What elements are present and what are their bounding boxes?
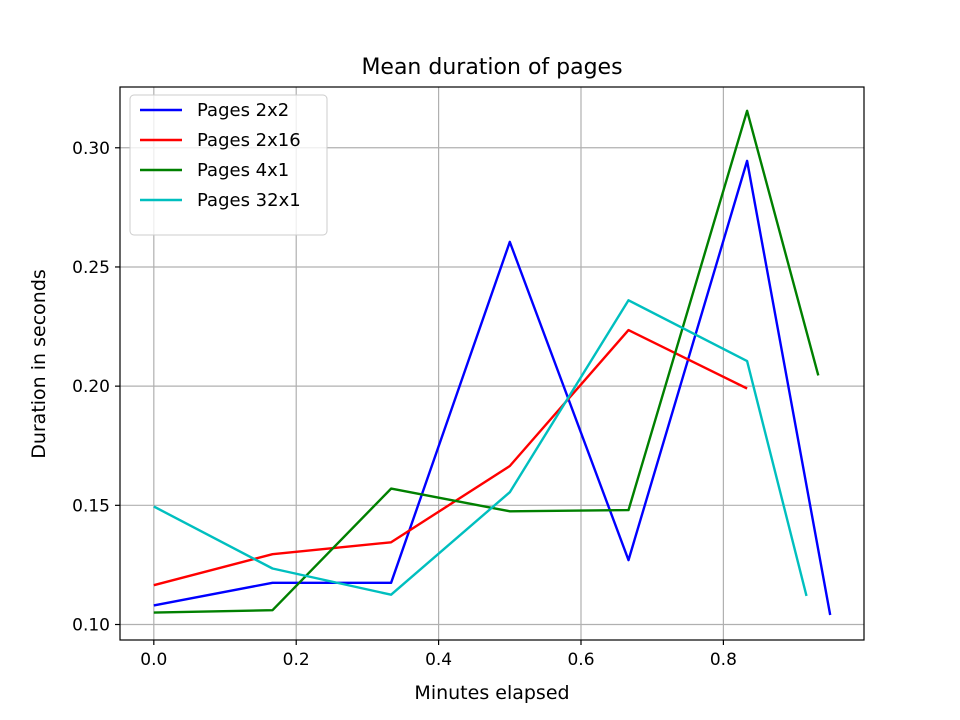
y-tick-label: 0.10 (72, 616, 110, 636)
y-tick-label: 0.20 (72, 377, 110, 397)
legend-label: Pages 2x2 (197, 100, 289, 121)
x-tick-label: 0.0 (140, 650, 167, 670)
series-line (153, 109, 820, 614)
series-lines (153, 109, 832, 616)
x-tick-label: 0.6 (567, 650, 594, 670)
x-tick-label: 0.8 (710, 650, 737, 670)
legend-label: Pages 4x1 (197, 160, 289, 181)
series-line (153, 299, 808, 597)
grid-lines (120, 87, 864, 640)
chart-title: Mean duration of pages (361, 55, 622, 80)
legend-label: Pages 32x1 (197, 190, 301, 211)
y-axis-label: Duration in seconds (28, 269, 50, 459)
y-tick-label: 0.25 (72, 258, 110, 278)
legend-label: Pages 2x16 (197, 130, 301, 151)
y-tick-label: 0.30 (72, 139, 110, 159)
plot-frame (119, 86, 865, 641)
x-axis-label: Minutes elapsed (414, 682, 569, 704)
y-tick-label: 0.15 (72, 496, 110, 516)
x-tick-label: 0.2 (283, 650, 310, 670)
x-tick-label: 0.4 (425, 650, 452, 670)
axis-ticks: 0.0 0.2 0.4 0.6 0.8 0.10 0.15 0.20 0.25 0.30 (72, 139, 737, 670)
series-line (153, 159, 832, 616)
legend: Pages 2x2 Pages 2x16 Pages 4x1 Pages 32x1 (129, 94, 328, 236)
